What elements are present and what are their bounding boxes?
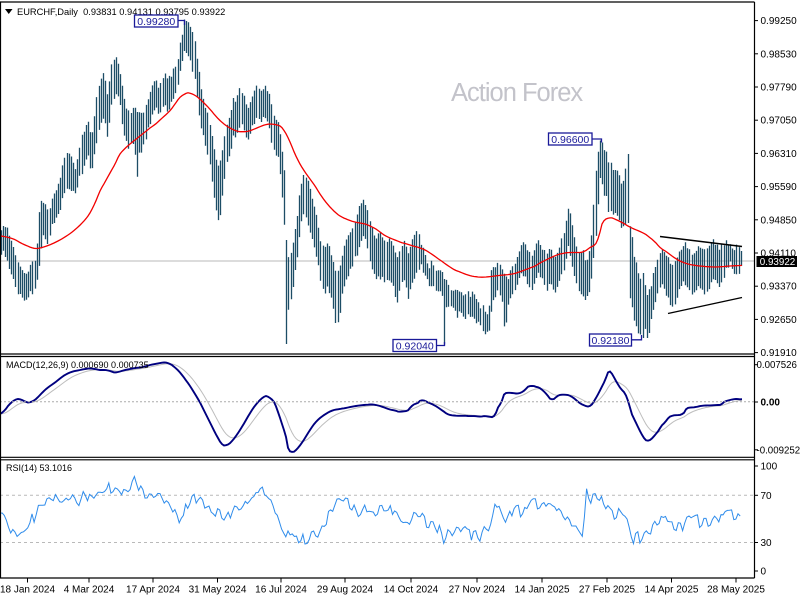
svg-text:18 Jan 2024: 18 Jan 2024 [0,585,55,596]
svg-text:0.94110: 0.94110 [761,249,797,260]
svg-text:0.93922: 0.93922 [760,257,795,268]
svg-text:100: 100 [761,462,778,473]
svg-text:0.99250: 0.99250 [761,16,798,27]
svg-text:4 Mar 2024: 4 Mar 2024 [64,585,115,596]
svg-text:31 May 2024: 31 May 2024 [189,585,247,596]
svg-text:27 Feb 2025: 27 Feb 2025 [579,585,636,596]
svg-text:0.97790: 0.97790 [761,83,798,94]
svg-text:0.94850: 0.94850 [761,215,798,226]
svg-text:0.97050: 0.97050 [761,116,798,127]
svg-text:0: 0 [761,567,767,578]
svg-text:0.93370: 0.93370 [761,282,798,293]
svg-text:28 May 2025: 28 May 2025 [707,585,765,596]
svg-text:EURCHF,Daily 0.93831 0.94131: EURCHF,Daily 0.93831 0.94131 0.93795 0.9… [17,7,225,17]
svg-text:0.95590: 0.95590 [761,182,798,193]
svg-text:70: 70 [761,491,773,502]
svg-text:14 Apr 2025: 14 Apr 2025 [645,585,699,596]
svg-text:17 Apr 2024: 17 Apr 2024 [126,585,180,596]
svg-text:30: 30 [761,538,773,549]
svg-text:16 Jul 2024: 16 Jul 2024 [255,585,307,596]
svg-text:0.98530: 0.98530 [761,49,798,60]
svg-text:0.92040: 0.92040 [396,340,434,352]
svg-text:0.00: 0.00 [761,398,781,409]
svg-text:14 Oct 2024: 14 Oct 2024 [384,585,439,596]
svg-text:29 Aug 2024: 29 Aug 2024 [317,585,374,596]
svg-text:-0.009252: -0.009252 [757,445,800,456]
svg-text:0.96600: 0.96600 [551,134,589,146]
svg-text:0.96310: 0.96310 [761,149,798,160]
svg-text:0.99280: 0.99280 [137,16,175,28]
svg-text:0.92650: 0.92650 [761,315,798,326]
svg-text:0.91910: 0.91910 [761,348,798,359]
svg-text:0.92180: 0.92180 [592,335,630,347]
svg-text:Action Forex: Action Forex [451,79,583,107]
svg-text:14 Jan 2025: 14 Jan 2025 [514,585,569,596]
svg-text:0.007526: 0.007526 [757,360,797,371]
svg-text:MACD(12,26,9) 0.000690 0.00073: MACD(12,26,9) 0.000690 0.000735 [6,360,149,370]
svg-text:27 Nov 2024: 27 Nov 2024 [449,585,506,596]
svg-text:RSI(14) 53.1016: RSI(14) 53.1016 [6,463,72,473]
